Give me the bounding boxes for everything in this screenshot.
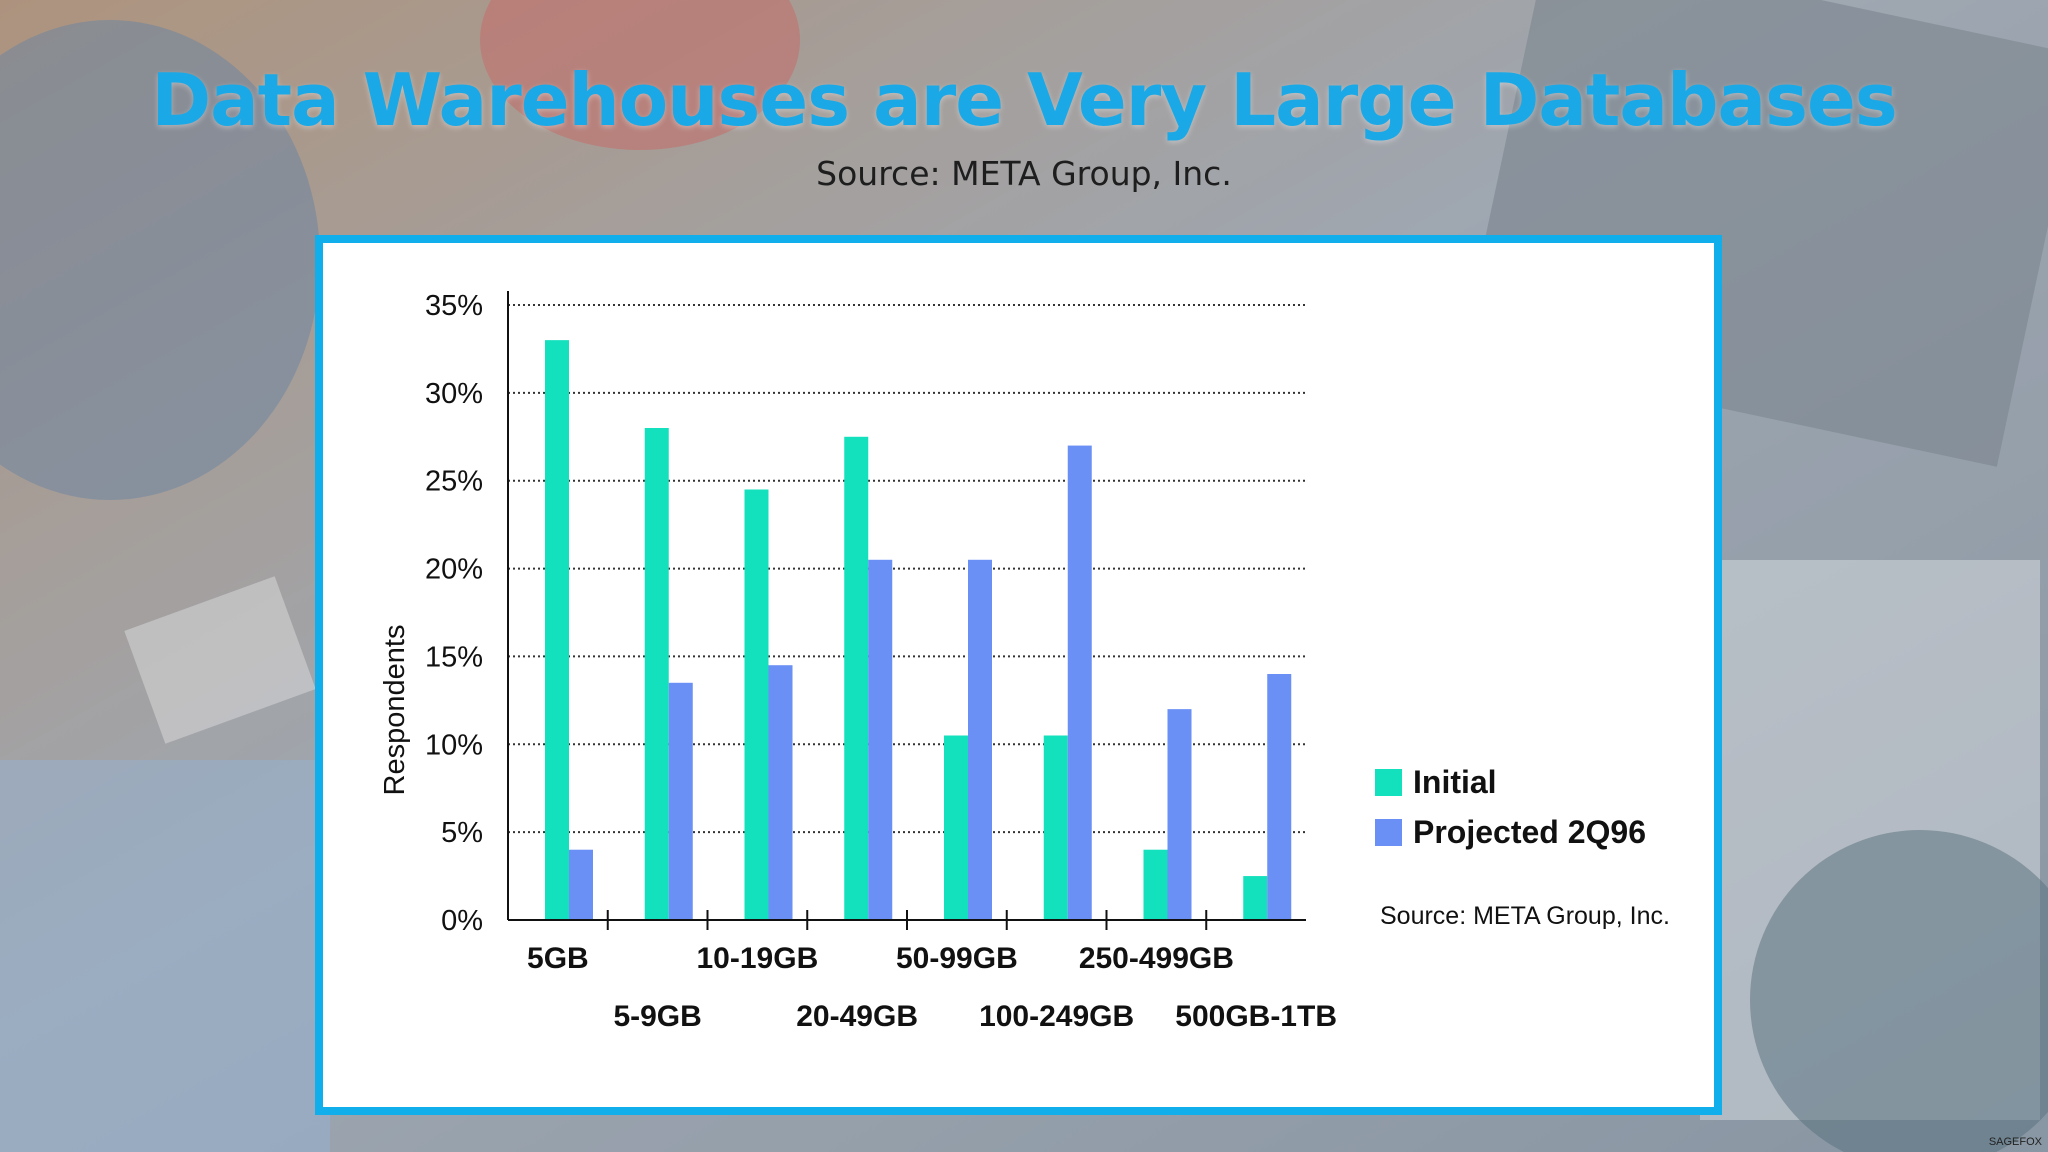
bar-initial — [844, 436, 869, 920]
bar-initial — [1043, 735, 1068, 920]
x-tick-label: 50-99GB — [896, 942, 1018, 975]
x-tick-label: 5-9GB — [613, 1000, 701, 1033]
bar-initial — [644, 428, 669, 920]
bar-initial — [1143, 849, 1168, 920]
x-tick-label: 500GB-1TB — [1175, 1000, 1337, 1033]
y-tick-label: 20% — [425, 554, 483, 586]
chart-frame: 0% 5% 10% 15% 20% 25% 30% 35% 5GB 5-9GB 10-19GB 20… — [315, 235, 1722, 1115]
brand-mark: SAGEFOX — [1988, 1136, 2042, 1148]
chart-legend: Initial Projected 2Q96 — [1375, 764, 1646, 850]
legend-label: Projected 2Q96 — [1413, 814, 1646, 850]
slide-subtitle: Source: META Group, Inc. — [816, 154, 1232, 193]
legend-swatch-initial — [1375, 769, 1402, 796]
y-tick-label: 5% — [441, 817, 483, 849]
bar-projected — [868, 559, 893, 920]
slide-title: Data Warehouses are Very Large Databases — [151, 58, 1897, 142]
bar-projected — [1267, 674, 1292, 920]
chart-axes — [507, 291, 1306, 930]
x-tick-label: 250-499GB — [1079, 942, 1234, 975]
x-tick-label: 100-249GB — [979, 1000, 1134, 1033]
y-tick-label: 10% — [425, 729, 483, 761]
y-tick-label: 35% — [425, 290, 483, 322]
y-tick-label: 25% — [425, 466, 483, 498]
x-tick-label: 20-49GB — [796, 1000, 918, 1033]
y-tick-label: 30% — [425, 378, 483, 410]
bar-projected — [569, 849, 593, 920]
y-tick-label: 15% — [425, 641, 483, 673]
x-tick-label: 10-19GB — [697, 942, 819, 975]
legend-label: Initial — [1413, 764, 1497, 800]
bar-chart: 0% 5% 10% 15% 20% 25% 30% 35% 5GB 5-9GB 10-19GB 20… — [379, 290, 1670, 1033]
y-axis-label: Respondents — [379, 625, 411, 796]
legend-swatch-projected — [1375, 819, 1402, 846]
bar-projected — [1167, 709, 1192, 920]
bar-initial — [944, 735, 968, 920]
chart-source-note: Source: META Group, Inc. — [1380, 902, 1670, 930]
y-tick-label: 0% — [441, 905, 483, 937]
bar-projected — [968, 559, 992, 920]
bar-projected — [668, 682, 693, 920]
x-tick-label: 5GB — [527, 942, 589, 975]
bar-initial — [744, 489, 769, 920]
chart-bars — [545, 340, 1292, 921]
bar-projected — [768, 665, 793, 920]
bar-projected — [1067, 445, 1092, 920]
y-tick-labels: 0% 5% 10% 15% 20% 25% 30% 35% — [425, 290, 483, 937]
x-tick-labels: 5GB 5-9GB 10-19GB 20-49GB 50-99GB 100-249GB 25… — [527, 942, 1337, 1033]
bar-initial — [1243, 876, 1268, 920]
bar-initial — [545, 340, 569, 921]
